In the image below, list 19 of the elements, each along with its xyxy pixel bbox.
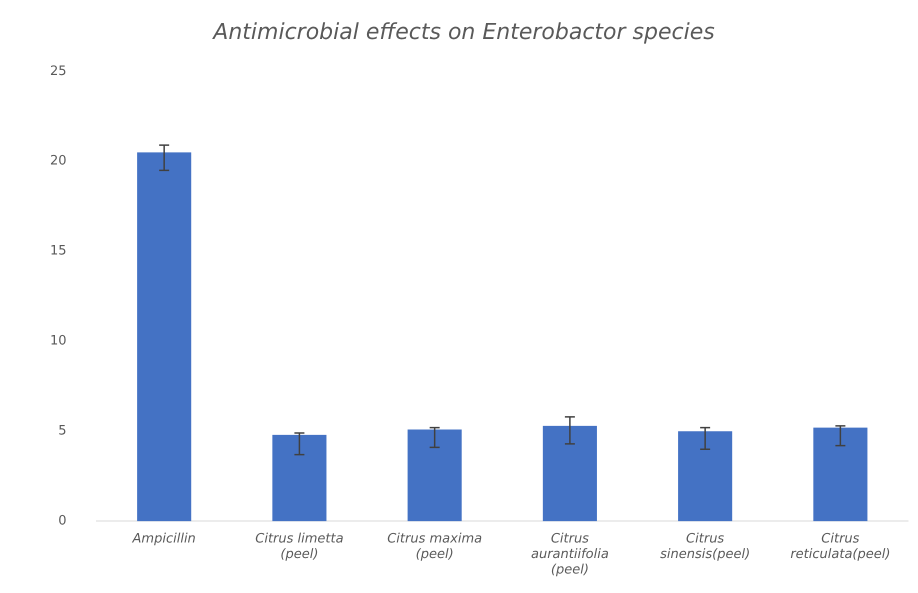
x-tick-label: Citrus sinensis(peel) <box>660 531 750 562</box>
bar <box>813 428 868 522</box>
bar <box>678 431 732 522</box>
y-tick-label: 5 <box>58 424 67 439</box>
bar <box>137 152 192 522</box>
x-tick-label: Citrus maxima (peel) <box>387 531 482 562</box>
y-tick-label: 15 <box>50 244 67 259</box>
x-tick-label: Citrus limetta (peel) <box>255 531 344 562</box>
bar <box>542 426 597 522</box>
y-tick-label: 25 <box>50 64 67 79</box>
x-tick-label: Citrus reticulata(peel) <box>790 531 890 562</box>
y-tick-label: 20 <box>50 154 67 169</box>
bar <box>408 429 462 522</box>
chart-title: Antimicrobial effects on Enterobactor species <box>211 20 715 45</box>
y-tick-label: 0 <box>58 514 67 529</box>
x-tick-label: Citrus aurantiifolia (peel) <box>530 531 609 578</box>
bar <box>272 434 326 522</box>
y-tick-label: 10 <box>50 334 67 349</box>
x-tick-label: Ampicillin <box>132 531 196 546</box>
